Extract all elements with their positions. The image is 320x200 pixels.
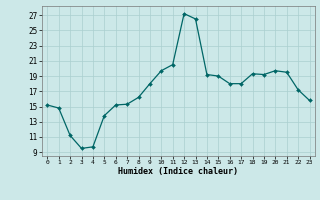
X-axis label: Humidex (Indice chaleur): Humidex (Indice chaleur) bbox=[118, 167, 238, 176]
